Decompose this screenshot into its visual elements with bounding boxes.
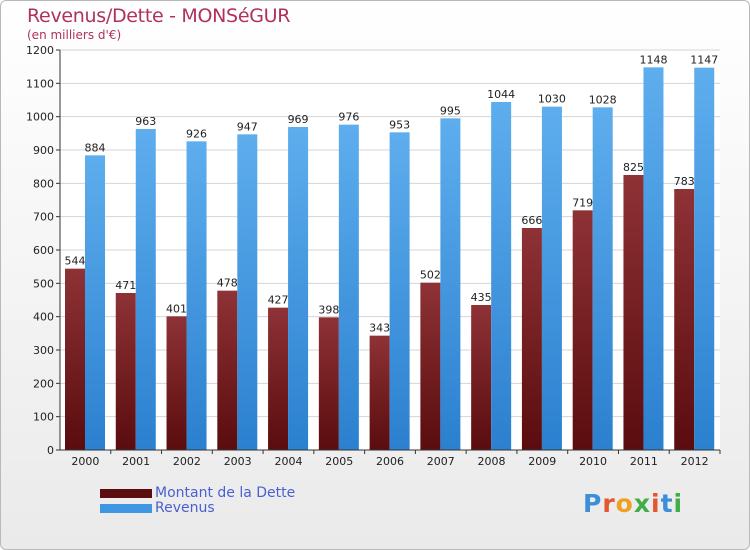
- bar-revenus: [135, 129, 156, 450]
- x-axis: 2000 2001 2002 2003 2004 2005 2006 2007 2008 2009…: [71, 450, 721, 468]
- y-tick-label: 0: [47, 444, 54, 457]
- bar-revenus: [85, 155, 105, 451]
- legend-swatch-dette: [100, 489, 152, 498]
- y-tick-label: 900: [33, 144, 54, 157]
- y-axis: 0 100 200 300 400 500 600 700 800 900 1000 1100 1200: [26, 44, 60, 457]
- data-label-revenus: 1044: [487, 88, 515, 101]
- bar-dette: [521, 228, 542, 450]
- bar-dette: [572, 210, 593, 450]
- x-tick-label: 2010: [579, 455, 607, 468]
- legend-swatch-revenus: [100, 504, 152, 513]
- data-label-revenus: 976: [338, 111, 359, 124]
- bar-revenus: [643, 67, 664, 450]
- data-label-revenus: 995: [440, 104, 461, 117]
- data-label-revenus: 1148: [639, 53, 667, 66]
- data-label-revenus: 1028: [589, 93, 617, 106]
- legend-label-revenus: Revenus: [155, 500, 215, 516]
- x-tick-label: 2005: [325, 455, 353, 468]
- x-tick-label: 2001: [122, 455, 150, 468]
- bar-dette: [674, 189, 695, 450]
- data-label-dette: 666: [521, 214, 542, 227]
- logo-letter: t: [660, 489, 674, 518]
- data-label-revenus: 969: [288, 113, 309, 126]
- bar-dette: [268, 307, 289, 450]
- y-tick-label: 1000: [26, 111, 54, 124]
- data-label-dette: 471: [115, 279, 136, 292]
- y-tick-label: 800: [33, 177, 54, 190]
- data-label-revenus: 963: [135, 115, 156, 128]
- bar-dette: [369, 335, 390, 450]
- data-label-revenus: 953: [389, 118, 410, 131]
- bar-revenus: [491, 102, 512, 450]
- x-tick-label: 2011: [630, 455, 658, 468]
- legend-label-dette: Montant de la Dette: [155, 485, 296, 501]
- bar-revenus: [389, 132, 410, 451]
- bar-dette: [420, 282, 441, 450]
- x-tick-label: 2012: [681, 455, 709, 468]
- y-tick-label: 1100: [26, 77, 54, 90]
- bar-revenus: [592, 107, 613, 450]
- data-label-revenus: 926: [186, 127, 207, 140]
- data-label-revenus: 1030: [538, 93, 566, 106]
- bar-dette: [471, 305, 492, 450]
- logo-letter: i: [651, 489, 661, 518]
- y-tick-label: 300: [33, 344, 54, 357]
- y-tick-label: 1200: [26, 44, 54, 57]
- y-tick-label: 500: [33, 277, 54, 290]
- x-tick-label: 2002: [173, 455, 201, 468]
- data-label-revenus: 1147: [690, 54, 718, 67]
- x-tick-label: 2000: [71, 455, 99, 468]
- x-tick-label: 2004: [274, 455, 302, 468]
- y-tick-label: 700: [33, 211, 54, 224]
- bar-dette: [623, 175, 644, 450]
- data-label-dette: 343: [369, 322, 390, 335]
- data-label-dette: 783: [674, 175, 695, 188]
- bar-revenus: [237, 134, 258, 451]
- bar-revenus: [288, 127, 309, 450]
- bar-dette: [318, 317, 339, 450]
- data-label-revenus: 947: [237, 120, 258, 133]
- bars: 544 884 471 963 401 926 478 947 427 969 398 976 343 9…: [65, 53, 718, 451]
- bar-dette: [65, 268, 85, 450]
- bar-dette: [217, 290, 238, 450]
- bar-revenus: [541, 106, 562, 451]
- logo-letter: r: [602, 489, 616, 518]
- bar-dette: [115, 293, 136, 450]
- bar-revenus: [338, 124, 359, 451]
- chart-title: Revenus/Dette - MONSéGUR: [27, 5, 291, 27]
- y-tick-label: 200: [33, 377, 54, 390]
- data-label-dette: 544: [65, 255, 86, 268]
- chart-subtitle: (en milliers d'€): [27, 28, 122, 42]
- data-label-dette: 825: [623, 161, 644, 174]
- y-tick-label: 100: [33, 411, 54, 424]
- data-label-dette: 401: [166, 302, 187, 315]
- logo-letter: P: [583, 489, 603, 518]
- data-label-revenus: 884: [85, 141, 106, 154]
- bar-dette: [166, 316, 187, 450]
- x-tick-label: 2008: [478, 455, 506, 468]
- y-tick-label: 400: [33, 311, 54, 324]
- bar-revenus: [694, 67, 715, 451]
- data-label-dette: 435: [471, 291, 492, 304]
- proxiti-logo: Proxiti: [583, 489, 683, 518]
- bar-revenus: [186, 141, 207, 451]
- x-tick-label: 2006: [376, 455, 404, 468]
- logo-letter: x: [633, 489, 651, 518]
- data-label-dette: 398: [318, 303, 339, 316]
- x-tick-label: 2009: [528, 455, 556, 468]
- logo-letter: o: [615, 489, 634, 518]
- y-tick-label: 600: [33, 244, 54, 257]
- x-tick-label: 2003: [224, 455, 252, 468]
- data-label-dette: 719: [572, 196, 593, 209]
- bar-revenus: [440, 118, 461, 450]
- data-label-dette: 478: [217, 277, 238, 290]
- logo-letter: i: [673, 489, 684, 518]
- x-tick-label: 2007: [427, 455, 455, 468]
- data-label-dette: 427: [268, 294, 289, 307]
- data-label-dette: 502: [420, 269, 441, 282]
